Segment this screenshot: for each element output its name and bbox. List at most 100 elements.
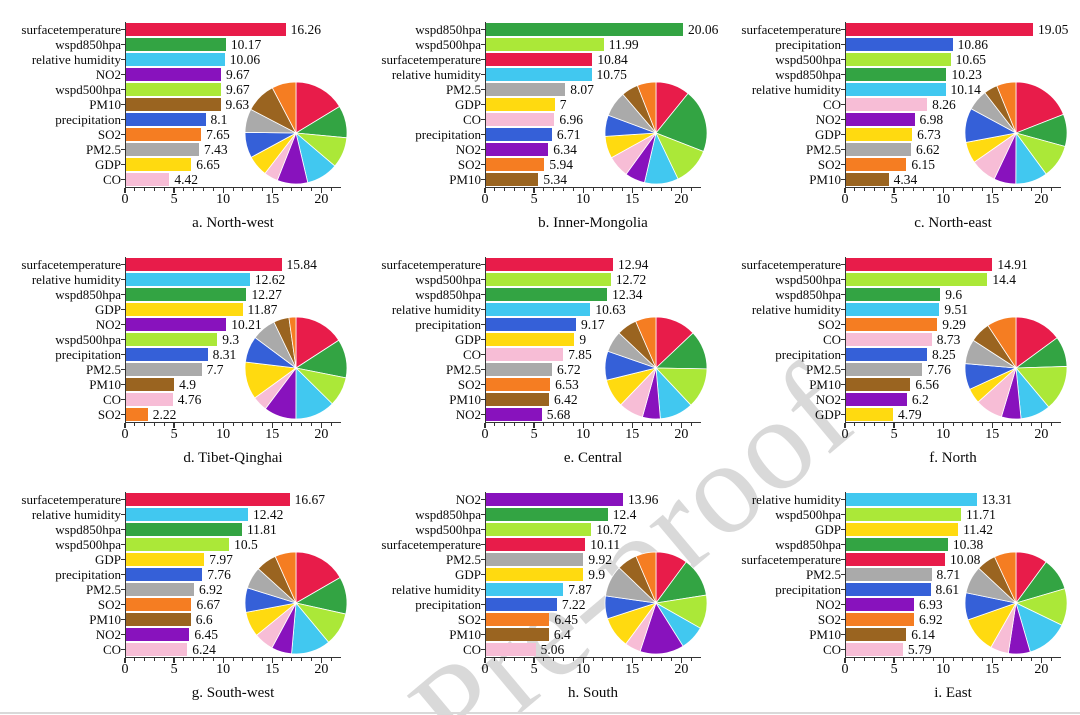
x-minor-tick (671, 658, 673, 661)
x-minor-tick (1031, 188, 1033, 191)
x-tick-label: 20 (314, 427, 329, 442)
bar-row: relative humidity 12.62 (0, 272, 360, 287)
category-label: PM10 (809, 627, 841, 642)
bar-row: SO2 6.15 (720, 157, 1080, 172)
x-minor-tick (311, 188, 313, 191)
bar (846, 393, 907, 406)
bar-plot-area: 6.93 (845, 597, 1062, 612)
x-minor-tick (671, 423, 673, 426)
y-axis-tick (481, 59, 485, 60)
bar-row: GDP 6.73 (720, 127, 1080, 142)
bar-plot-area: 10.21 (125, 317, 342, 332)
y-axis-tick (121, 399, 125, 400)
x-minor-tick (301, 188, 303, 191)
bar (486, 493, 624, 506)
category-label: precipitation (415, 317, 481, 332)
x-minor-tick (513, 658, 515, 661)
y-axis-tick (841, 529, 845, 530)
bar (486, 143, 549, 156)
x-tick (582, 188, 584, 193)
x-tick (942, 423, 944, 428)
y-axis-tick (481, 104, 485, 105)
panel-caption: c. North-east (914, 215, 992, 231)
bar-row: PM2.5 7.43 (0, 142, 360, 157)
bar-plot-area: 10.38 (845, 537, 1062, 552)
bar-plot-area: 10.65 (845, 52, 1062, 67)
bar (846, 288, 941, 301)
y-axis-tick (481, 44, 485, 45)
x-tick (173, 188, 175, 193)
category-label: PM10 (89, 612, 121, 627)
bar (126, 613, 191, 626)
y-axis-tick (121, 324, 125, 325)
category-label: SO2 (817, 317, 841, 332)
category-label: PM2.5 (445, 82, 481, 97)
bar-plot-area: 5.68 (485, 407, 702, 422)
y-axis-tick (481, 339, 485, 340)
x-minor-tick (854, 423, 856, 426)
bar-plot-area: 6.71 (485, 127, 702, 142)
y-axis-tick (121, 264, 125, 265)
category-label: NO2 (95, 67, 121, 82)
bar (486, 318, 577, 331)
x-minor-tick (873, 423, 875, 426)
bar-plot-area: 9.9 (485, 567, 702, 582)
category-label: GDP (454, 567, 481, 582)
x-minor-tick (261, 423, 263, 426)
y-axis-tick (121, 74, 125, 75)
bar (486, 333, 575, 346)
x-tick (533, 188, 535, 193)
category-label: CO (822, 97, 841, 112)
bar-row: GDP 11.87 (0, 302, 360, 317)
bar (846, 333, 932, 346)
pie-chart (964, 316, 1068, 420)
bar (486, 538, 586, 551)
x-minor-tick (883, 423, 885, 426)
x-tick-label: 5 (530, 192, 538, 207)
value-label: 9.92 (588, 551, 613, 567)
bar-plot-area: 9.51 (845, 302, 1062, 317)
x-minor-tick (203, 188, 205, 191)
bar (846, 23, 1034, 36)
category-label: wspd850hpa (415, 287, 481, 302)
value-label: 12.42 (252, 506, 284, 522)
bar-plot-area: 8.73 (845, 332, 1062, 347)
bar-plot-area: 6.45 (485, 612, 702, 627)
bar (486, 23, 683, 36)
value-label: 5.34 (543, 171, 568, 187)
category-label: precipitation (415, 597, 481, 612)
x-minor-tick (242, 658, 244, 661)
x-minor-tick (504, 658, 506, 661)
pie-slice (987, 316, 1017, 369)
x-tick-label: 0 (841, 662, 849, 677)
bar-plot-area: 5.79 (845, 642, 1062, 657)
value-label: 8.61 (935, 581, 960, 597)
y-axis-tick (841, 339, 845, 340)
bar-row: NO2 6.34 (360, 142, 720, 157)
bar (486, 348, 564, 361)
bar (126, 628, 190, 641)
bar-row: wspd850hpa 20.06 (360, 22, 720, 37)
value-label: 19.05 (1038, 21, 1069, 37)
bar-row: SO2 5.94 (360, 157, 720, 172)
value-label: 8.73 (936, 331, 961, 347)
bar-row: GDP 4.79 (720, 407, 1080, 422)
bar (486, 628, 549, 641)
bar-plot-area: 5.34 (485, 172, 702, 187)
bar-plot-area: 7.76 (125, 567, 342, 582)
bar (486, 568, 584, 581)
x-axis: 0 5 10 15 20 (122, 187, 341, 210)
y-axis-tick (121, 309, 125, 310)
value-label: 6.2 (911, 391, 929, 407)
pie-slice (1015, 81, 1064, 134)
bar-plot-area: 6.62 (845, 142, 1062, 157)
x-minor-tick (553, 658, 555, 661)
x-tick (320, 658, 322, 663)
bar-row: precipitation 9.17 (360, 317, 720, 332)
x-tick-label: 10 (936, 427, 951, 442)
bar (846, 53, 951, 66)
bar-plot-area: 9.67 (125, 67, 342, 82)
category-label: relative humidity (751, 492, 841, 507)
x-tick (222, 188, 224, 193)
bar-row: wspd850hpa 12.4 (360, 507, 720, 522)
